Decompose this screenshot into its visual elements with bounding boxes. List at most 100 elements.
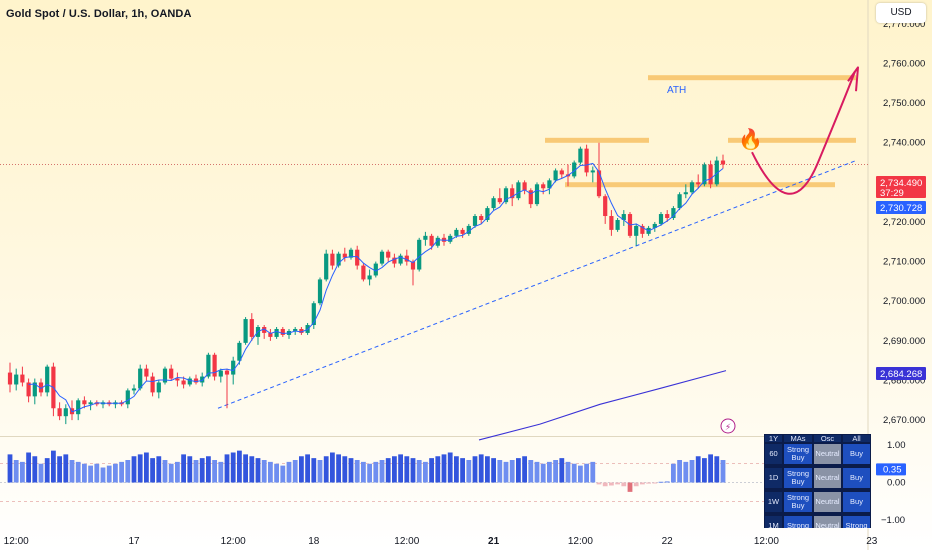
- histogram-bar: [218, 461, 224, 483]
- currency-selector[interactable]: USD: [876, 3, 926, 23]
- candle-body: [559, 170, 564, 175]
- ratings-tf: 1W: [764, 491, 783, 513]
- candle-body: [714, 160, 719, 185]
- histogram-bar: [75, 461, 81, 483]
- long-ma-badge-text: 2,684.268: [880, 369, 922, 380]
- histogram-bar: [677, 460, 682, 483]
- histogram-bar: [416, 460, 422, 483]
- ratings-row-1d: 1D Strong Buy Neutral Buy: [764, 467, 871, 489]
- ratings-header-mas: MAs: [783, 434, 813, 443]
- flash-icon-circle: [720, 418, 736, 434]
- price-badge: [876, 176, 926, 198]
- histogram-bar: [392, 456, 397, 483]
- ratings-header-tf: 1Y: [764, 434, 783, 443]
- histogram-bar: [534, 461, 540, 483]
- candle-body: [572, 162, 577, 177]
- histogram-bar: [584, 463, 589, 483]
- histogram-bar: [565, 461, 571, 483]
- histogram-bar: [13, 460, 19, 483]
- histogram-bar: [125, 460, 131, 483]
- histogram-bar: [305, 454, 310, 483]
- histogram-bar: [460, 458, 465, 483]
- candle-body: [200, 376, 205, 383]
- histogram-bar: [621, 482, 627, 487]
- candle-body: [634, 225, 639, 236]
- candle-body: [609, 216, 614, 230]
- price-tick-label: 2,710.000: [883, 257, 925, 268]
- candle-body: [423, 235, 428, 240]
- candle-body: [348, 249, 354, 258]
- histogram-bar: [82, 463, 87, 483]
- candle-body: [522, 182, 527, 191]
- candle-body: [237, 342, 242, 361]
- flash-icon: ⚡: [725, 423, 731, 433]
- time-tick-label: 12:00: [221, 536, 246, 547]
- histogram-bar: [7, 454, 13, 483]
- candle-body: [516, 182, 521, 199]
- histogram-bar: [633, 482, 639, 487]
- histogram-bar: [423, 461, 428, 483]
- candle-body: [448, 235, 453, 242]
- candle-body: [187, 378, 192, 385]
- candle-body: [324, 253, 329, 280]
- histogram-bar: [206, 456, 211, 483]
- histogram-bar: [385, 458, 391, 483]
- histogram-bar: [150, 458, 155, 483]
- candle-body: [162, 368, 168, 383]
- histogram-bar: [361, 461, 366, 483]
- histogram-bar: [181, 454, 186, 483]
- candle-body: [293, 328, 298, 331]
- histogram-bar: [137, 454, 143, 483]
- candle-body: [417, 239, 422, 270]
- histogram-bar: [348, 458, 354, 483]
- candle-body: [175, 378, 180, 381]
- histogram-bar: [658, 481, 664, 483]
- hist-tick-label: 1.00: [887, 440, 906, 451]
- histogram-bar: [162, 460, 168, 483]
- histogram-bar: [441, 454, 447, 483]
- price-badge-text: 37:29: [880, 188, 904, 199]
- candle-body: [311, 303, 316, 326]
- histogram-bar: [447, 452, 453, 483]
- ratings-header-row: 1Y MAs Osc All: [764, 434, 871, 443]
- hist-tick-label: −1.00: [881, 515, 905, 526]
- ratings-all: Buy: [842, 491, 871, 513]
- projection-arrowhead: [847, 66, 859, 92]
- candle-body: [361, 265, 366, 280]
- candle-body: [181, 380, 186, 385]
- histogram-bar: [571, 463, 577, 483]
- hist-tick-label: 0.00: [887, 478, 906, 489]
- candle-body: [466, 225, 471, 234]
- technical-ratings-table: 1Y MAs Osc All 60 Strong Buy Neutral Buy…: [764, 434, 871, 528]
- candle-body: [460, 229, 465, 234]
- price-tick-label: 2,700.000: [883, 296, 925, 307]
- candle-body: [88, 402, 93, 405]
- candle-body: [7, 372, 13, 385]
- ratings-all: Buy: [842, 443, 871, 465]
- candle-body: [590, 170, 595, 173]
- histogram-bar: [627, 482, 633, 492]
- histogram-bar: [106, 465, 112, 483]
- price-badge-text: 2,734.490: [880, 178, 922, 189]
- ratings-osc: Neutral: [813, 515, 842, 528]
- osc-badge: [876, 463, 906, 476]
- candle-body: [268, 332, 273, 337]
- candle-body: [38, 382, 44, 393]
- candle-body: [193, 378, 199, 383]
- candle-body: [14, 374, 19, 385]
- histogram-bar: [609, 482, 614, 486]
- histogram-bar: [522, 456, 527, 483]
- time-tick-label: 23: [866, 536, 878, 547]
- candle-body: [708, 164, 713, 185]
- histogram-bar: [466, 460, 472, 483]
- histogram-bar: [268, 461, 273, 483]
- histogram-bar: [100, 467, 106, 483]
- candle-body: [379, 251, 385, 264]
- price-tick-label: 2,720.000: [883, 217, 925, 228]
- histogram-bar: [652, 482, 658, 484]
- histogram-bar: [509, 460, 515, 483]
- ratings-all: Strong: [842, 515, 871, 528]
- candle-body: [330, 253, 335, 266]
- price-tick-label: 2,670.000: [883, 415, 925, 426]
